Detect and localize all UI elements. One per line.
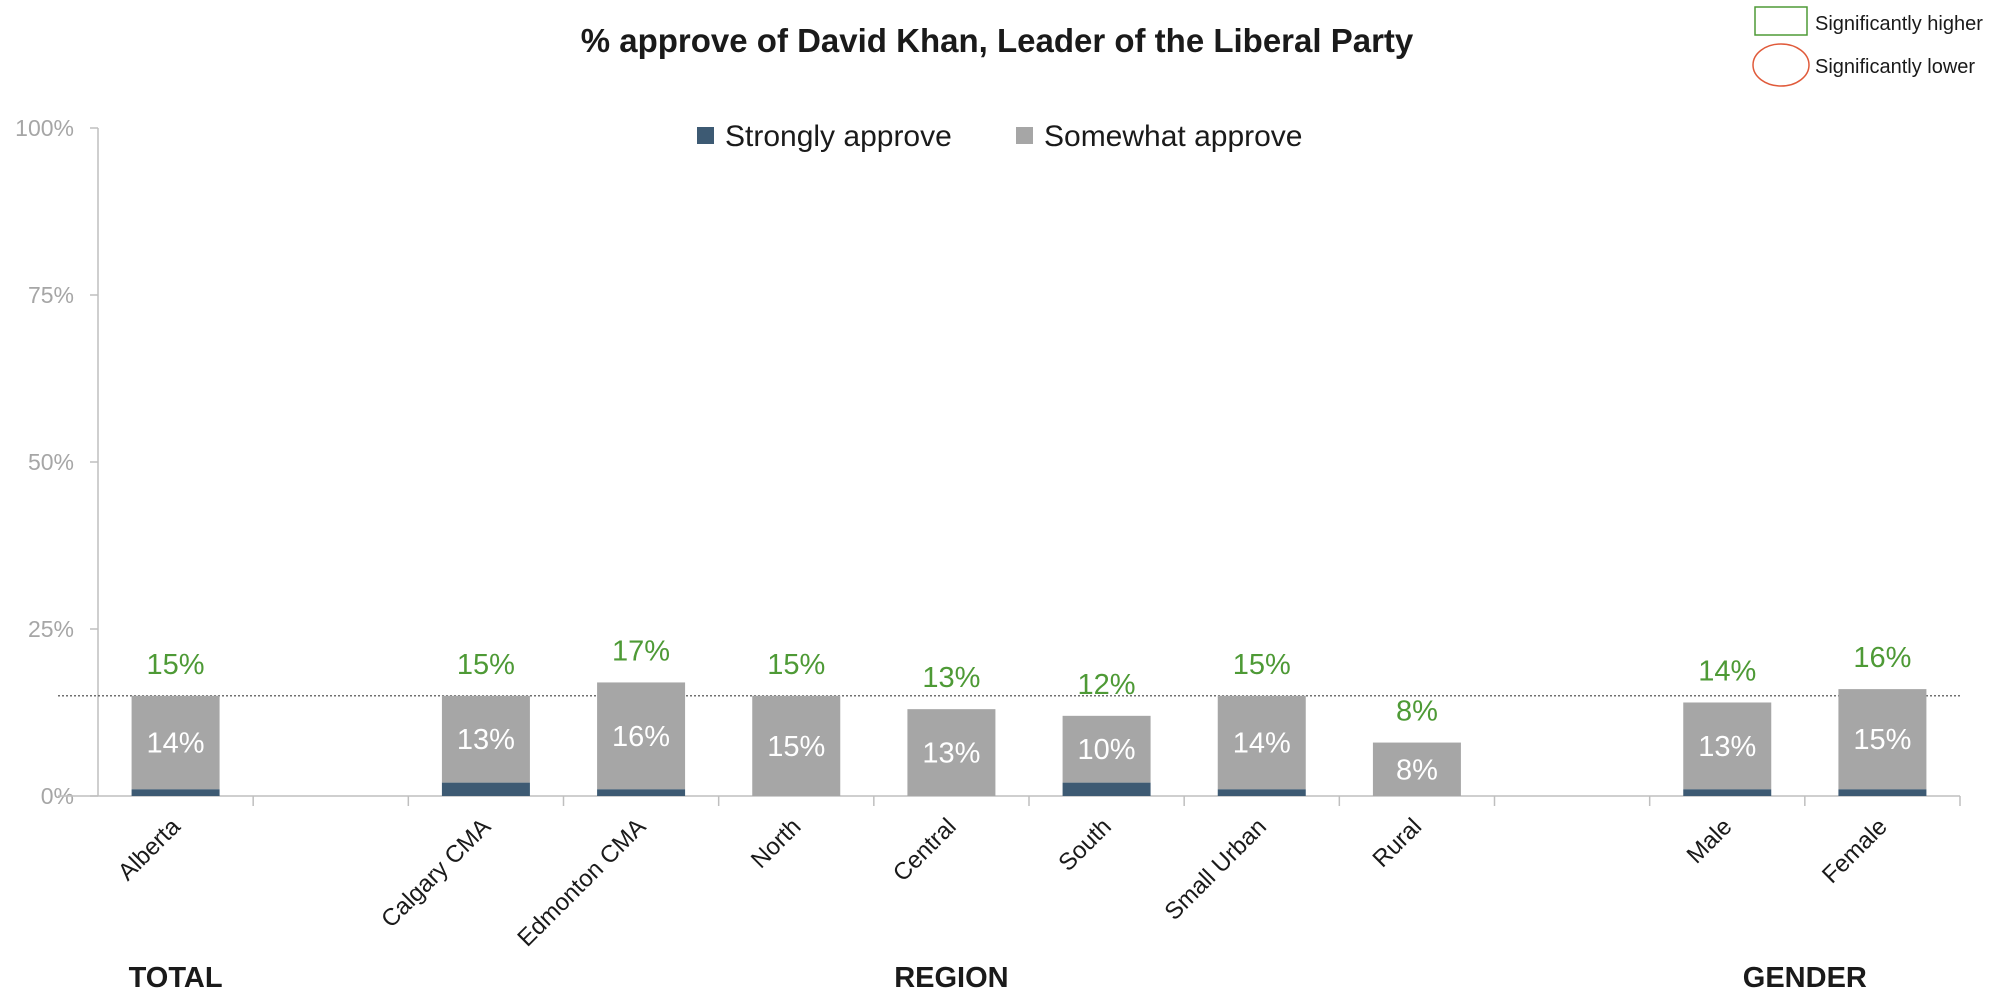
bar-somewhat-approve	[907, 709, 996, 796]
x-tick-label: North	[746, 813, 807, 874]
data-label: 13%	[457, 724, 515, 756]
data-label: 10%	[1078, 734, 1136, 766]
significantly-higher-label: Significantly higher	[1815, 13, 1983, 35]
bar-somewhat-approve	[1372, 742, 1461, 796]
group-label-gender: GENDER	[1743, 962, 1867, 994]
data-label: 14%	[147, 728, 205, 760]
total-label: 12%	[1078, 669, 1136, 701]
legend: Strongly approve Somewhat approve	[697, 120, 1303, 153]
bar-strongly-approve	[131, 789, 220, 796]
group-label-total: TOTAL	[129, 962, 223, 994]
y-tick-label: 75%	[28, 282, 74, 308]
x-tick-label: Alberta	[113, 813, 186, 886]
x-tick-label: Calgary CMA	[376, 813, 496, 933]
significance-legend: Significantly higher Significantly lower	[1752, 6, 1983, 87]
group-label-region: REGION	[894, 962, 1008, 994]
bar-somewhat-approve	[1062, 715, 1151, 783]
bar-somewhat-approve	[1683, 702, 1772, 790]
legend-swatch-strongly-approve	[697, 127, 714, 144]
significantly-higher-swatch	[1754, 6, 1808, 36]
data-label: 15%	[1853, 724, 1911, 756]
x-tick-label: Small Urban	[1160, 813, 1272, 925]
legend-label-somewhat-approve: Somewhat approve	[1044, 120, 1303, 153]
x-tick-label: Rural	[1368, 813, 1428, 873]
bar-somewhat-approve	[1838, 689, 1927, 790]
x-axis: Alberta Calgary CMA Edmonton CMA North Centr…	[58, 695, 1961, 952]
legend-swatch-somewhat-approve	[1016, 127, 1033, 144]
data-label: 16%	[612, 721, 670, 753]
data-label: 14%	[1233, 728, 1291, 760]
bar-strongly-approve	[1683, 789, 1772, 796]
x-tick-label: Male	[1682, 813, 1738, 869]
y-tick-label: 25%	[28, 616, 74, 642]
bar-somewhat-approve	[597, 682, 686, 790]
x-tick-label: Central	[888, 813, 962, 887]
y-axis: 0%25%50%75%100%	[15, 115, 99, 809]
x-tick-label: Female	[1817, 813, 1893, 889]
bar-strongly-approve	[597, 789, 686, 796]
bar-somewhat-approve	[752, 695, 841, 796]
group-labels: TOTAL REGION GENDER	[129, 962, 1867, 994]
data-label: 15%	[767, 731, 825, 763]
y-tick-label: 100%	[15, 115, 74, 141]
bar-somewhat-approve	[1217, 695, 1306, 790]
total-label: 14%	[1698, 655, 1756, 687]
total-label: 15%	[457, 649, 515, 681]
total-label: 15%	[147, 649, 205, 681]
total-label: 17%	[612, 635, 670, 667]
bars	[131, 682, 1927, 796]
y-tick-label: 50%	[28, 449, 74, 475]
total-label: 15%	[1233, 649, 1291, 681]
legend-label-strongly-approve: Strongly approve	[725, 120, 952, 153]
data-label: 13%	[922, 738, 980, 770]
data-label: 13%	[1698, 731, 1756, 763]
total-label: 16%	[1853, 642, 1911, 674]
bar-somewhat-approve	[441, 695, 530, 783]
bar-strongly-approve	[1062, 782, 1151, 796]
bar-strongly-approve	[1838, 789, 1927, 796]
significantly-lower-label: Significantly lower	[1815, 56, 1975, 78]
x-tick-label: South	[1053, 813, 1116, 876]
bar-strongly-approve	[1217, 789, 1306, 796]
data-label: 8%	[1396, 754, 1438, 786]
total-label: 8%	[1396, 696, 1438, 728]
chart-title: % approve of David Khan, Leader of the L…	[581, 22, 1414, 59]
bar-strongly-approve	[441, 782, 530, 796]
x-tick-label: Edmonton CMA	[512, 813, 651, 952]
data-labels: 14% 15% 13% 15% 16% 17% 15% 15% 13% 13% 10% 12% 14% 1…	[147, 635, 1912, 786]
significantly-lower-swatch	[1752, 43, 1810, 87]
total-label: 13%	[922, 662, 980, 694]
total-label: 15%	[767, 649, 825, 681]
bar-somewhat-approve	[131, 695, 220, 790]
